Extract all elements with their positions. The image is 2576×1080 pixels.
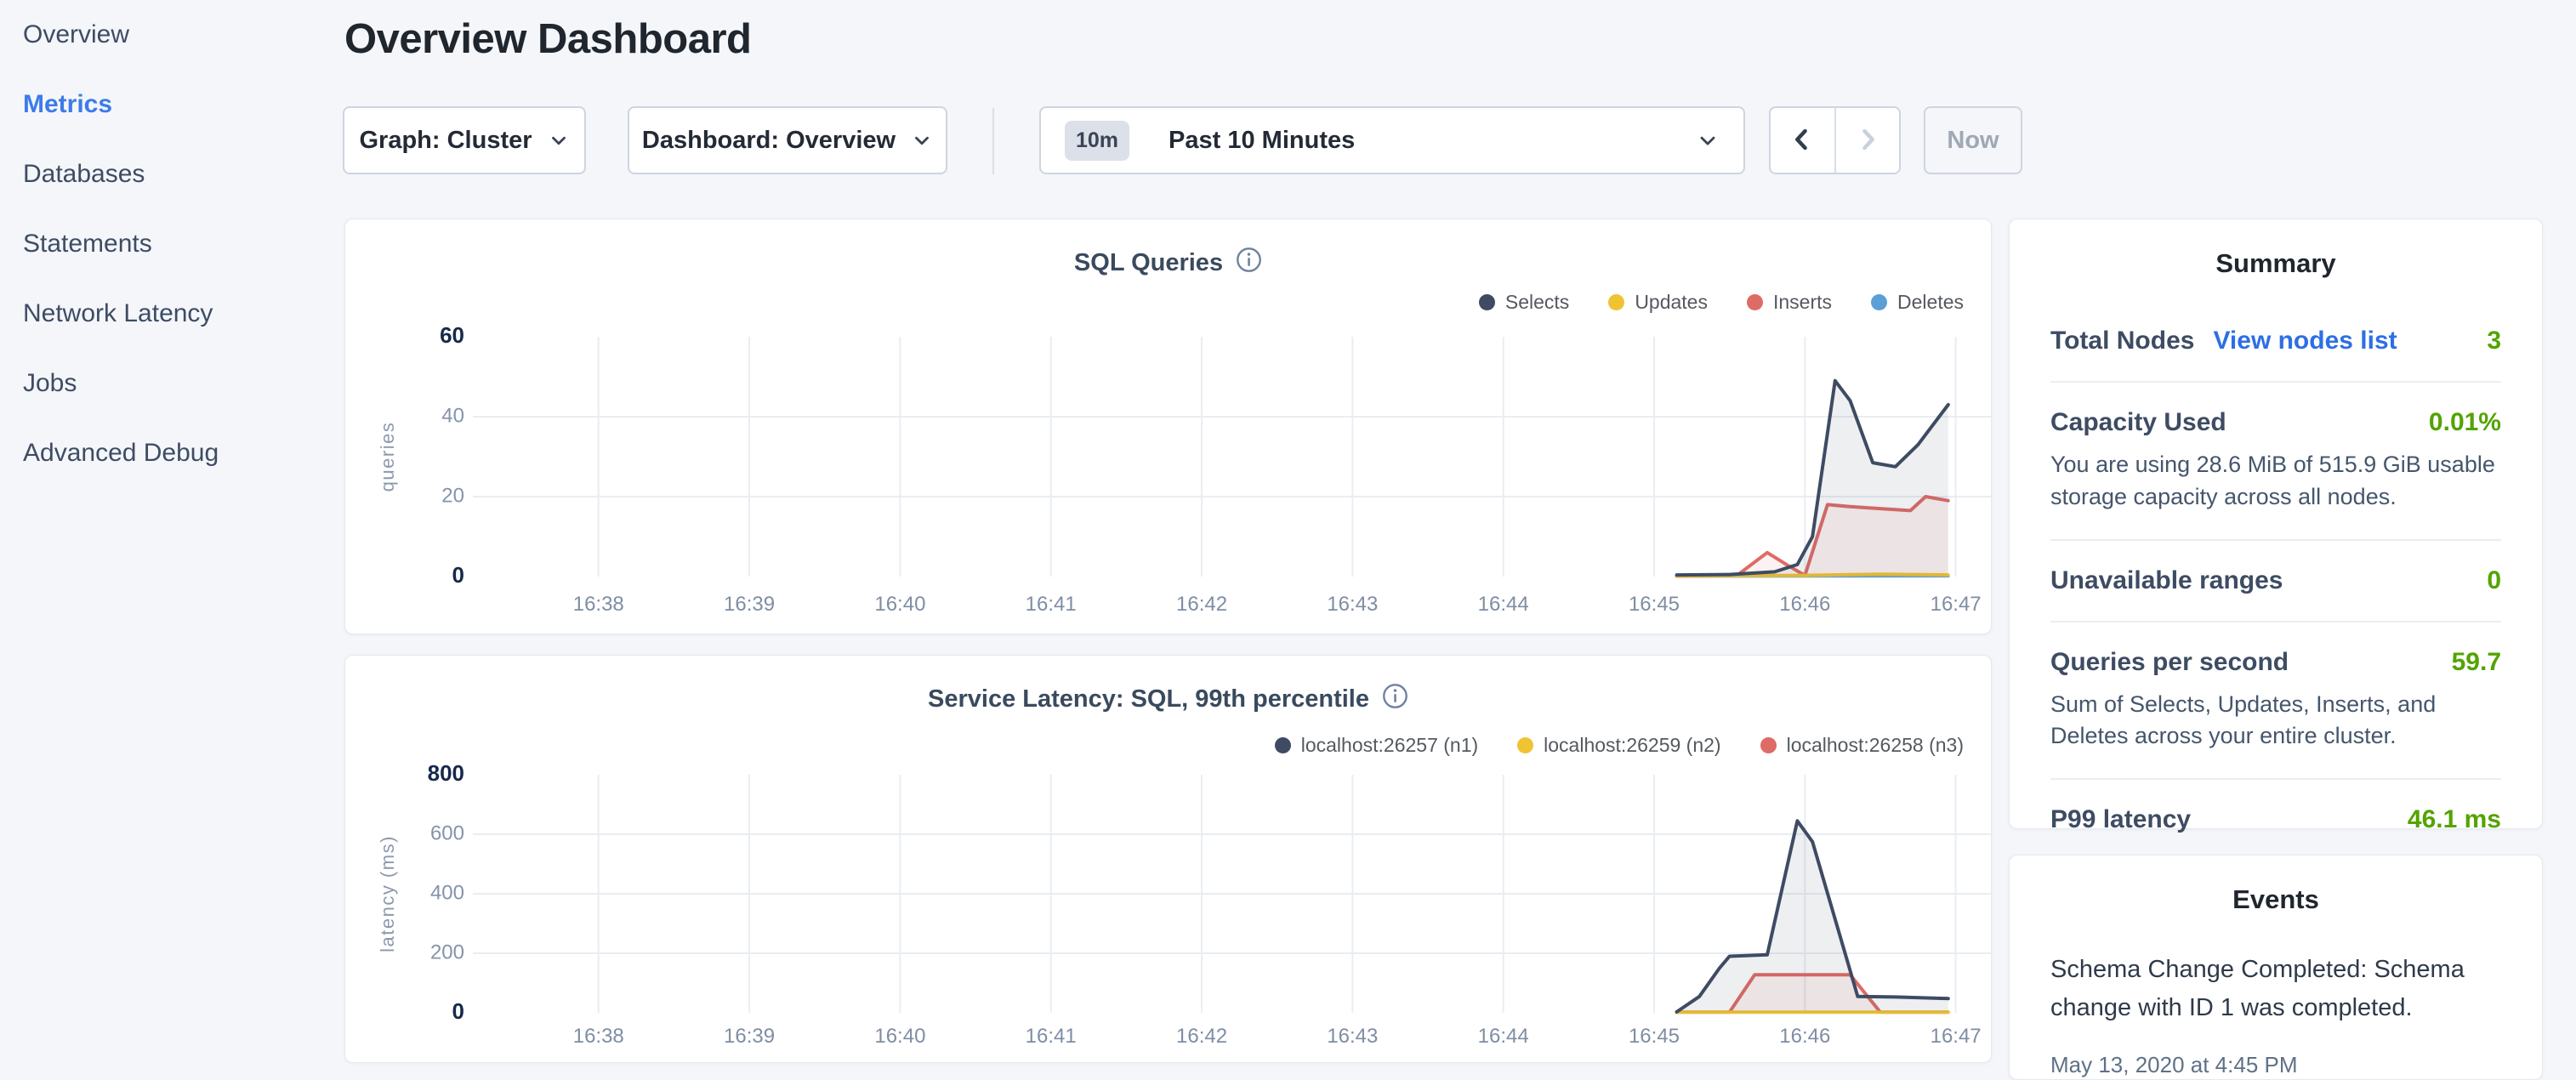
svg-text:16:40: 16:40	[874, 1025, 925, 1048]
svg-text:16:42: 16:42	[1176, 1025, 1227, 1048]
time-range-dropdown[interactable]: 10m Past 10 Minutes	[1039, 106, 1745, 174]
sql-queries-plot[interactable]: 0 20 40 60 16:38 16:39 16:40 16:41 16:42 16:43 16:…	[345, 219, 1993, 635]
summary-row-total-nodes: Total Nodes View nodes list 3	[2050, 327, 2501, 355]
controls-row: Graph: Cluster Dashboard: Overview 10m P…	[0, 106, 2576, 174]
svg-text:16:46: 16:46	[1779, 593, 1830, 616]
summary-row-p99: P99 latency 46.1 ms	[2050, 805, 2501, 834]
events-panel: Events Schema Change Completed: Schema c…	[2009, 855, 2543, 1080]
qps-label: Queries per second	[2050, 648, 2289, 677]
svg-text:16:44: 16:44	[1478, 593, 1529, 616]
svg-text:16:39: 16:39	[724, 593, 775, 616]
chevron-left-icon	[1788, 125, 1817, 156]
summary-row-qps: Queries per second 59.7	[2050, 648, 2501, 677]
p99-latency-value: 46.1 ms	[2408, 805, 2501, 834]
svg-text:latency (ms): latency (ms)	[377, 835, 398, 952]
summary-row-unavailable-ranges: Unavailable ranges 0	[2050, 566, 2501, 595]
capacity-used-label: Capacity Used	[2050, 408, 2226, 437]
svg-text:16:43: 16:43	[1327, 1025, 1378, 1048]
graph-dropdown-label: Graph: Cluster	[359, 127, 532, 155]
svg-text:0: 0	[452, 998, 464, 1024]
events-title: Events	[2050, 884, 2501, 915]
sidebar-item-advanced-debug[interactable]: Advanced Debug	[0, 418, 323, 488]
sidebar: OverviewMetricsDatabasesStatementsNetwor…	[0, 0, 323, 488]
now-button[interactable]: Now	[1924, 106, 2022, 174]
svg-text:200: 200	[430, 941, 464, 963]
divider	[2050, 381, 2501, 383]
svg-text:16:44: 16:44	[1478, 1025, 1529, 1048]
time-range-badge: 10m	[1065, 121, 1129, 161]
sidebar-item-jobs[interactable]: Jobs	[0, 349, 323, 418]
sidebar-item-statements[interactable]: Statements	[0, 209, 323, 279]
qps-value: 59.7	[2452, 648, 2501, 677]
view-nodes-list-link[interactable]: View nodes list	[2213, 327, 2397, 355]
svg-text:queries: queries	[377, 422, 398, 492]
svg-text:16:42: 16:42	[1176, 593, 1227, 616]
svg-text:16:41: 16:41	[1026, 593, 1077, 616]
svg-text:16:39: 16:39	[724, 1025, 775, 1048]
svg-text:16:46: 16:46	[1779, 1025, 1830, 1048]
chevron-right-icon	[1853, 125, 1882, 156]
divider	[2050, 621, 2501, 622]
summary-row-capacity: Capacity Used 0.01%	[2050, 408, 2501, 437]
chevron-down-icon	[1696, 128, 1720, 152]
header-divider	[992, 108, 994, 174]
time-range-label: Past 10 Minutes	[1169, 127, 1355, 155]
divider	[2050, 539, 2501, 541]
graph-dropdown[interactable]: Graph: Cluster	[343, 106, 586, 174]
svg-text:40: 40	[441, 404, 464, 427]
svg-text:16:38: 16:38	[573, 1025, 624, 1048]
time-forward-button[interactable]	[1834, 108, 1900, 173]
time-pager	[1769, 106, 1901, 174]
capacity-used-value: 0.01%	[2429, 408, 2501, 437]
service-latency-chart-card: Service Latency: SQL, 99th percentile lo…	[344, 655, 1992, 1063]
event-message: Schema Change Completed: Schema change w…	[2050, 951, 2501, 1027]
p99-latency-label: P99 latency	[2050, 805, 2191, 834]
svg-text:16:40: 16:40	[874, 593, 925, 616]
summary-title: Summary	[2050, 248, 2501, 279]
svg-text:0: 0	[452, 562, 464, 588]
sql-queries-chart-card: SQL Queries SelectsUpdatesInsertsDeletes…	[344, 219, 1992, 634]
time-back-button[interactable]	[1771, 108, 1834, 173]
svg-text:600: 600	[430, 821, 464, 844]
dashboard-dropdown[interactable]: Dashboard: Overview	[628, 106, 947, 174]
svg-text:800: 800	[428, 760, 464, 786]
chevron-down-icon	[911, 129, 933, 151]
total-nodes-label: Total Nodes	[2050, 327, 2194, 355]
unavailable-ranges-label: Unavailable ranges	[2050, 566, 2283, 595]
svg-text:16:47: 16:47	[1931, 593, 1982, 616]
svg-text:60: 60	[440, 322, 464, 348]
service-latency-plot[interactable]: 0 200 400 600 800 16:38 16:39 16:40 16:41 16:42 16…	[345, 656, 1993, 1064]
svg-text:16:43: 16:43	[1327, 593, 1378, 616]
svg-text:400: 400	[430, 881, 464, 904]
svg-text:16:38: 16:38	[573, 593, 624, 616]
svg-text:20: 20	[441, 484, 464, 507]
page-title: Overview Dashboard	[344, 15, 751, 63]
sidebar-item-overview[interactable]: Overview	[0, 0, 323, 70]
capacity-description: You are using 28.6 MiB of 515.9 GiB usab…	[2050, 449, 2501, 514]
unavailable-ranges-value: 0	[2487, 566, 2501, 595]
svg-text:16:45: 16:45	[1629, 1025, 1680, 1048]
svg-text:16:47: 16:47	[1931, 1025, 1982, 1048]
qps-description: Sum of Selects, Updates, Inserts, and De…	[2050, 689, 2501, 753]
total-nodes-value: 3	[2487, 327, 2501, 355]
svg-text:16:45: 16:45	[1629, 593, 1680, 616]
sidebar-item-network-latency[interactable]: Network Latency	[0, 279, 323, 349]
divider	[2050, 778, 2501, 780]
event-timestamp: May 13, 2020 at 4:45 PM	[2050, 1052, 2501, 1078]
dashboard-dropdown-label: Dashboard: Overview	[642, 127, 896, 155]
svg-text:16:41: 16:41	[1026, 1025, 1077, 1048]
summary-panel: Summary Total Nodes View nodes list 3 Ca…	[2009, 219, 2543, 829]
chevron-down-icon	[548, 129, 570, 151]
